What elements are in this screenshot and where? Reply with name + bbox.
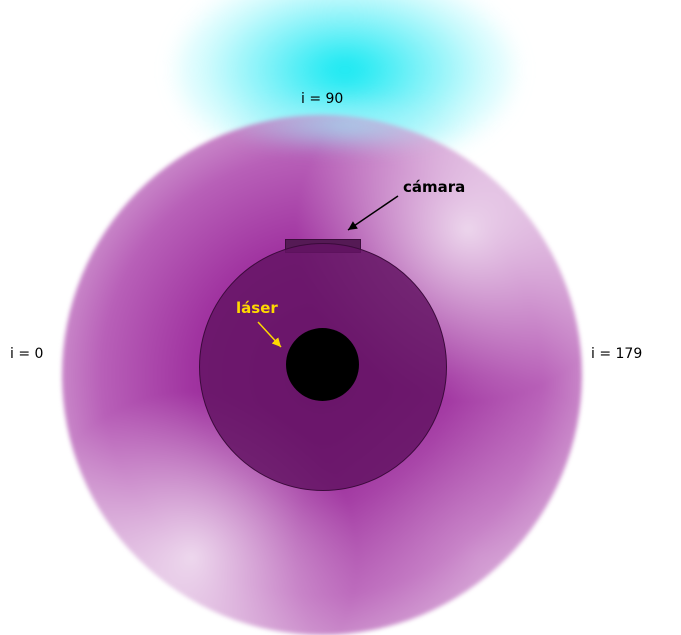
- angle-label-top: i = 90: [301, 91, 344, 107]
- laser-arrow: [257, 321, 282, 348]
- cyan-edge-glow: [220, 95, 470, 155]
- angle-label-right: i = 179: [591, 346, 643, 362]
- camera-label: cámara: [403, 178, 466, 196]
- diagram: i = 90 i = 0 i = 179 cámara láser: [10, 0, 643, 635]
- arrows-layer: [257, 195, 399, 348]
- laser-hole: [286, 328, 359, 401]
- laser-label: láser: [236, 299, 278, 317]
- camera-arrow: [347, 195, 399, 231]
- angle-label-left: i = 0: [10, 346, 44, 362]
